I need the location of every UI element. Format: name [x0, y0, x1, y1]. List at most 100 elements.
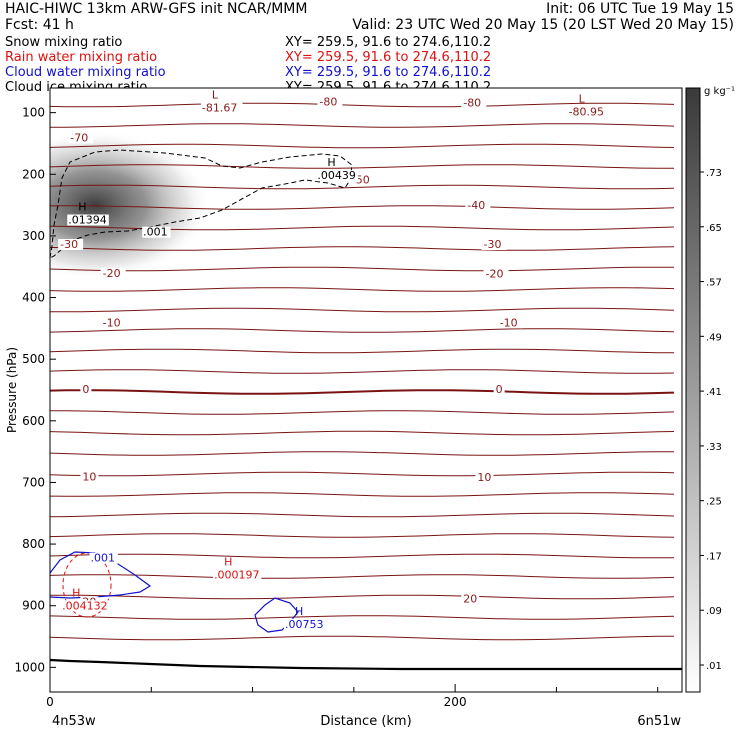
isotherm-line — [50, 594, 675, 600]
forecast-hour: Fcst: 41 h — [5, 17, 74, 33]
extremum-value-bg — [316, 170, 358, 182]
temperature-label: 20 — [463, 592, 477, 605]
y-tick-label: 1000 — [14, 660, 45, 674]
y-tick-label: 100 — [22, 106, 45, 120]
isotherm-line — [50, 492, 675, 497]
extremum-value-bg — [67, 214, 109, 226]
temperature-label-bg — [100, 317, 126, 329]
temperature-label-bg — [58, 239, 84, 251]
temperature-label: -10 — [103, 316, 121, 329]
snow-shading — [50, 130, 210, 280]
colorbar-label: .65 — [706, 223, 722, 234]
temperature-label-bg — [461, 593, 480, 605]
extremum-value-bg — [61, 600, 110, 612]
isotherm-line — [50, 102, 675, 108]
cloud-label: .001 — [143, 226, 168, 239]
y-tick-label: 600 — [22, 414, 45, 428]
extremum-marker: H — [295, 605, 303, 618]
field-xy-rain: XY= 259.5, 91.6 to 274.6,110.2 — [285, 50, 491, 65]
y-tick-label: 800 — [22, 537, 45, 551]
temperature-label: -20 — [103, 267, 121, 280]
temperature-label-bg — [68, 132, 94, 144]
extremum-value: -81.67 — [202, 101, 237, 114]
temperature-label: 0 — [82, 383, 89, 396]
extremum-marker: L — [579, 93, 586, 106]
extremum-value-bg — [283, 618, 326, 630]
extremum-value: .00753 — [285, 618, 324, 631]
cloud-label-bg — [89, 552, 118, 564]
isotherm-line — [50, 184, 675, 190]
isotherm-lines — [50, 102, 675, 641]
temperature-label: -10 — [500, 316, 518, 329]
footer-left-coordinate: 4n53w — [52, 714, 96, 729]
colorbar-ramp — [685, 87, 701, 693]
temperature-label: 10 — [477, 471, 491, 484]
isotherm-line — [50, 553, 675, 559]
y-axis-label: Pressure (hPa) — [5, 347, 19, 433]
field-name-cloud-water: Cloud water mixing ratio — [5, 65, 166, 80]
temperature-label-bg — [461, 97, 487, 109]
isotherm-line — [50, 410, 675, 415]
y-tick-label: 400 — [22, 291, 45, 305]
temperature-label-bg — [497, 317, 523, 329]
field-xy-cloud-water: XY= 259.5, 91.6 to 274.6,110.2 — [285, 65, 491, 80]
temperature-label: -20 — [486, 268, 504, 281]
isotherm-line — [50, 389, 675, 395]
colorbar-labels: .73 .65 .57 .49 .41 .33 .25 .17 .09 .01 — [700, 168, 722, 672]
extremum-value: .004132 — [62, 599, 108, 612]
temperature-label-bg — [100, 267, 126, 279]
y-tick-label: 700 — [22, 475, 45, 489]
y-tick-label: 200 — [22, 167, 45, 181]
temperature-label: -40 — [467, 199, 485, 212]
isotherm-line — [50, 123, 675, 128]
temperature-label: -30 — [60, 238, 78, 251]
x-tick-label: 0 — [46, 695, 54, 709]
contour-labels: -70-80 -80-50-40-30 -30-20 -20-10 -100 010 102… — [58, 88, 610, 631]
extremum-value-bg — [200, 102, 243, 114]
extremum-marker: H — [224, 556, 232, 569]
colorbar-label: .33 — [706, 442, 722, 453]
temperature-label-bg — [483, 268, 509, 280]
footer-right-coordinate: 6n51w — [637, 714, 681, 729]
valid-time: Valid: 23 UTC Wed 20 May 15 (20 LST Wed … — [352, 17, 734, 33]
isotherm-line — [50, 512, 675, 518]
surface-pressure-line — [50, 658, 682, 671]
isotherm-line — [50, 369, 675, 374]
colorbar-label: .41 — [706, 387, 722, 398]
isotherm-line — [50, 164, 674, 169]
isotherm-line — [50, 266, 675, 272]
temperature-label-bg — [481, 239, 507, 251]
extremum-value-bg — [213, 569, 262, 581]
colorbar-label: .73 — [706, 168, 722, 179]
temperature-label: -80 — [319, 96, 337, 109]
isotherm-line — [50, 635, 675, 641]
y-tick-label: 300 — [22, 229, 45, 243]
temperature-label: -30 — [483, 238, 501, 251]
extremum-value: .00439 — [317, 169, 356, 182]
isotherm-line — [50, 430, 675, 436]
colorbar-unit: g kg⁻¹ — [704, 86, 735, 97]
extremum-marker: H — [72, 586, 80, 599]
extremum-value: .01394 — [68, 213, 107, 226]
isotherm-line — [50, 471, 675, 477]
temperature-label: -70 — [70, 131, 88, 144]
field-xy-snow: XY= 259.5, 91.6 to 274.6,110.2 — [285, 35, 491, 50]
temperature-label-bg — [493, 383, 505, 395]
colorbar-label: .25 — [706, 497, 722, 508]
colorbar-label: .09 — [706, 606, 722, 617]
rain-water-contour — [62, 552, 112, 618]
temperature-label-bg — [317, 96, 343, 108]
header-title: HAIC-HIWC 13km ARW-GFS init NCAR/MMM — [5, 1, 307, 17]
cloud-label-bg — [142, 226, 171, 238]
isotherm-line — [50, 287, 675, 292]
colorbar-label: .49 — [706, 332, 722, 343]
isotherm-line — [50, 615, 675, 620]
y-tick-label: 500 — [22, 352, 45, 366]
y-tick-label: 900 — [22, 599, 45, 613]
temperature-label-bg — [475, 471, 494, 483]
field-name-snow: Snow mixing ratio — [5, 35, 122, 50]
cloud-label: .001 — [91, 552, 116, 565]
